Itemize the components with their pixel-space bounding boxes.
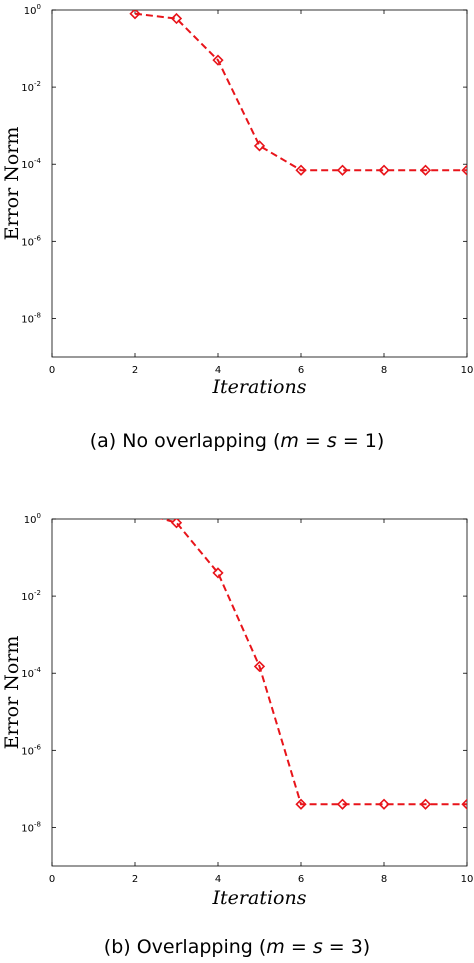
chart-b-y-tick-label: 10-4 (21, 666, 41, 680)
chart-a-caption: (a) No overlapping (m = s = 1) (90, 430, 385, 452)
chart-b: 0 2 4 6 8 10 100 10-2 10-4 10-6 10-8 Iterations Erro… (1, 512, 474, 909)
chart-b-data-point (295, 798, 307, 810)
chart-a-data-point (129, 10, 141, 20)
chart-b-y-tick-label: 100 (24, 512, 41, 526)
chart-a-y-axis-label: Error Norm (1, 127, 23, 241)
chart-a-x-tick-label: 6 (298, 365, 304, 376)
chart-a-y-tick-label: 100 (24, 3, 41, 17)
chart-a-plot-frame (51, 9, 468, 358)
chart-b-y-tick-label: 10-2 (21, 589, 41, 603)
chart-b-series (159, 519, 467, 810)
chart-a-y-tick-label: 10-6 (21, 234, 41, 248)
chart-a-x-tick-label: 10 (461, 365, 474, 376)
chart-a-data-point (419, 164, 432, 176)
chart-b-x-tick-label: 4 (215, 874, 221, 885)
chart-a-data-point (336, 164, 349, 176)
chart-a-series-line (134, 12, 467, 172)
chart-a-data-point (253, 140, 266, 152)
chart-b-x-tick-label: 6 (298, 874, 304, 885)
chart-a-data-point (461, 164, 467, 176)
chart-b-data-point (253, 660, 266, 673)
chart-a-x-tick-label: 0 (49, 365, 55, 376)
chart-a-y-tick-label: 10-2 (21, 80, 41, 94)
chart-b-plot-frame (51, 518, 468, 867)
chart-a-data-point (378, 164, 390, 176)
chart-a-data-point (170, 12, 183, 25)
chart-b-data-point (419, 798, 432, 810)
chart-b-x-tick-label: 8 (381, 874, 387, 885)
chart-a-data-point (295, 164, 307, 176)
chart-b-y-axis-label: Error Norm (1, 636, 23, 750)
chart-a-x-tick-label: 2 (132, 365, 138, 376)
chart-b-data-point (212, 567, 224, 579)
chart-a-x-tick-label: 8 (381, 365, 387, 376)
chart-b-series-line (159, 519, 467, 806)
chart-a-x-tick-label: 4 (215, 365, 221, 376)
chart-b-x-tick-label: 10 (461, 874, 474, 885)
chart-b-caption: (b) Overlapping (m = s = 3) (104, 936, 370, 958)
chart-b-data-point (378, 798, 390, 810)
chart-a-data-point (212, 54, 224, 66)
chart-a-x-axis-label: Iterations (212, 376, 307, 398)
chart-b-data-point (170, 519, 183, 529)
chart-b-x-axis-label: Iterations (212, 887, 307, 909)
chart-b-data-point (461, 798, 467, 810)
chart-b-data-point (336, 798, 349, 810)
chart-b-x-tick-label: 2 (132, 874, 138, 885)
chart-a: 0 2 4 6 8 10 100 10-2 10-4 10-6 10-8 Iterations Erro… (1, 3, 473, 398)
chart-b-x-tick-label: 0 (49, 874, 55, 885)
chart-a-y-tick-label: 10-4 (21, 157, 41, 171)
chart-a-y-tick-label: 10-8 (21, 311, 41, 325)
chart-b-y-tick-label: 10-8 (21, 820, 41, 834)
chart-a-series (129, 10, 467, 176)
chart-b-y-tick-label: 10-6 (21, 743, 41, 757)
